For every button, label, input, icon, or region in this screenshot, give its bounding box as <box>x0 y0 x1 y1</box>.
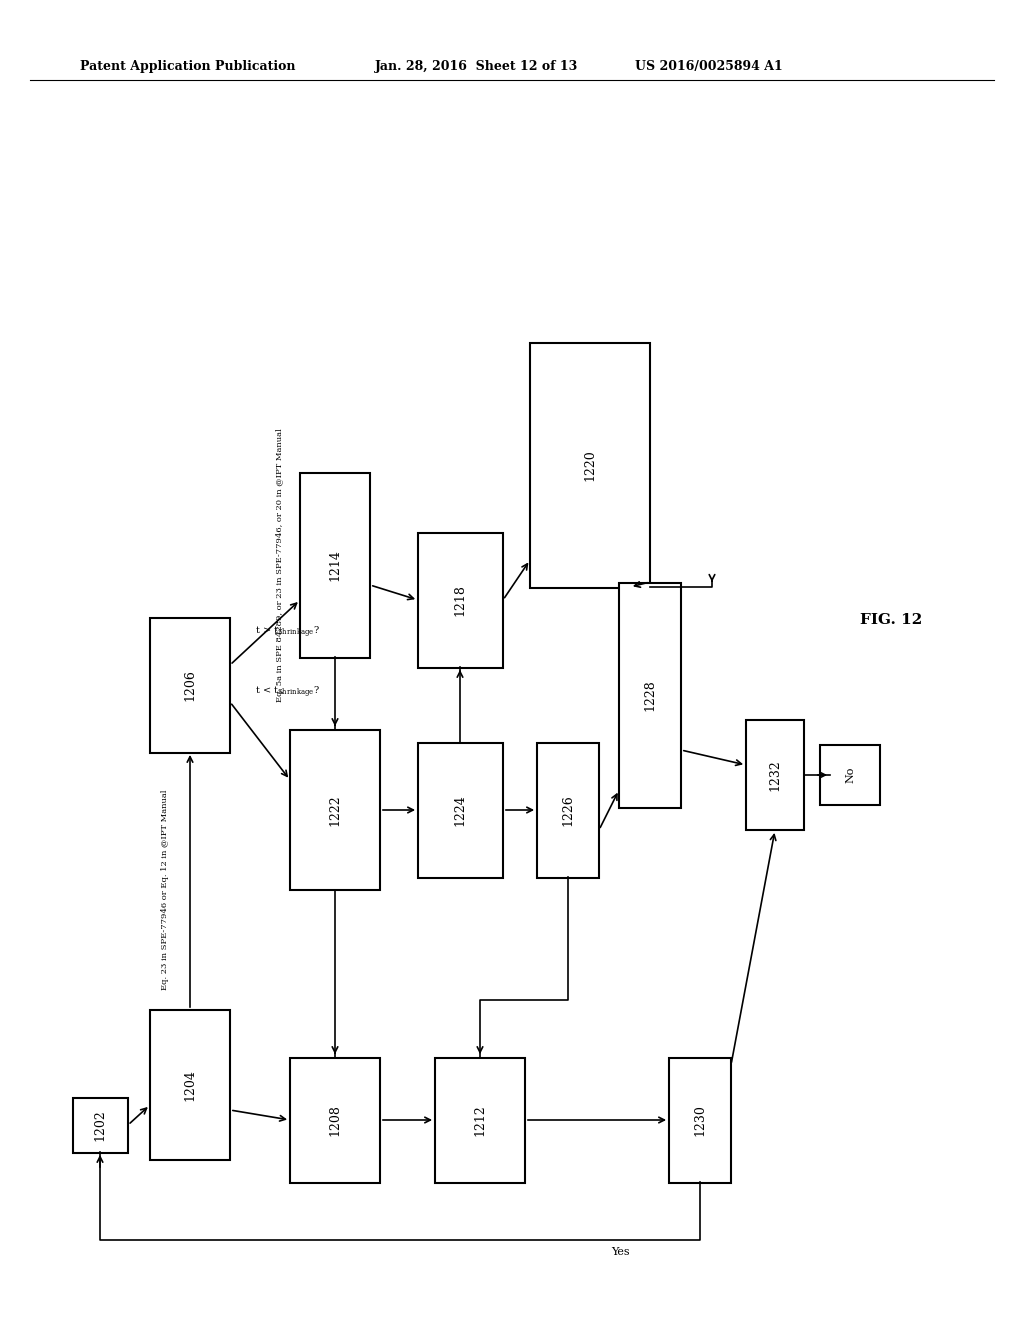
Text: 1230: 1230 <box>693 1104 707 1137</box>
Text: 1218: 1218 <box>454 583 467 616</box>
Bar <box>150 1010 230 1160</box>
Text: Jan. 28, 2016  Sheet 12 of 13: Jan. 28, 2016 Sheet 12 of 13 <box>375 59 579 73</box>
Text: 1206: 1206 <box>183 669 197 701</box>
Text: 1228: 1228 <box>643 678 656 711</box>
Text: 1222: 1222 <box>329 795 341 826</box>
Text: 1214: 1214 <box>329 549 341 581</box>
Bar <box>746 719 804 830</box>
Text: 1204: 1204 <box>183 1069 197 1101</box>
Text: t < t$_{\mathregular{Shrinkage}}$?: t < t$_{\mathregular{Shrinkage}}$? <box>255 684 319 700</box>
Text: t > t$_{\mathregular{Shrinkage}}$?: t > t$_{\mathregular{Shrinkage}}$? <box>255 624 319 640</box>
Text: 1226: 1226 <box>561 795 574 826</box>
Text: Patent Application Publication: Patent Application Publication <box>80 59 296 73</box>
Text: 1202: 1202 <box>93 1109 106 1140</box>
Bar <box>300 473 370 657</box>
Text: 1220: 1220 <box>584 449 597 480</box>
Text: Yes: Yes <box>610 1247 630 1257</box>
Bar <box>290 730 380 890</box>
Bar <box>290 1057 380 1183</box>
Bar <box>73 1097 128 1152</box>
Bar <box>530 342 650 587</box>
Text: US 2016/0025894 A1: US 2016/0025894 A1 <box>635 59 782 73</box>
Bar <box>418 742 503 878</box>
Text: No: No <box>845 767 855 783</box>
Text: 1224: 1224 <box>454 795 467 826</box>
Bar <box>418 532 503 668</box>
Bar <box>618 582 681 808</box>
Bar <box>820 744 880 805</box>
Text: FIG. 12: FIG. 12 <box>860 612 923 627</box>
Bar <box>150 618 230 752</box>
Bar <box>537 742 599 878</box>
Text: Eq. 23 in SPE-77946 or Eq. 12 in @IPT Manual: Eq. 23 in SPE-77946 or Eq. 12 in @IPT Ma… <box>161 789 169 990</box>
Text: 1208: 1208 <box>329 1104 341 1137</box>
Text: Eq. 5a in SPE 84289, or 23 in SPE-77946, or 20 in @IPT Manual: Eq. 5a in SPE 84289, or 23 in SPE-77946,… <box>276 428 284 702</box>
Text: 1232: 1232 <box>768 759 781 791</box>
Text: 1212: 1212 <box>473 1104 486 1137</box>
Bar <box>435 1057 525 1183</box>
Bar <box>669 1057 731 1183</box>
